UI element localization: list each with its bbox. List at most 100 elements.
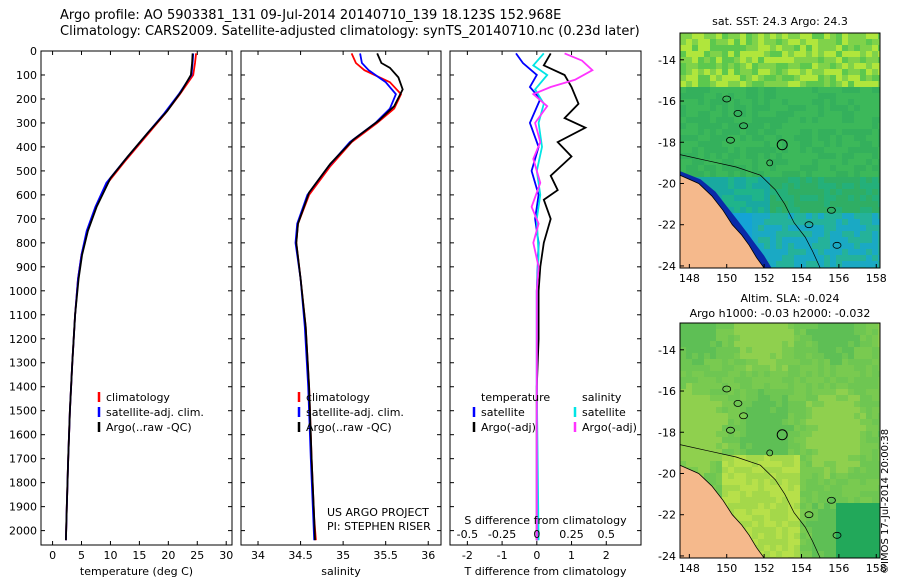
sst-map-frame xyxy=(679,32,881,269)
sla-map-profile-marker xyxy=(776,429,788,441)
sst-map-secondary-marker xyxy=(766,159,774,167)
series-line-temperature-argo-adj- xyxy=(535,52,588,541)
temp-legend-label: satellite xyxy=(481,406,525,419)
depth-tick-label: 400 xyxy=(16,141,37,154)
sla-map-xtick-label: 154 xyxy=(791,562,812,575)
title-line2: Climatology: CARS2009. Satellite-adjuste… xyxy=(60,24,640,39)
sst-map-ytick-label: -18 xyxy=(658,136,676,149)
sla-map-xtick-label: 150 xyxy=(716,562,737,575)
salinity-diff-tick-label: -0.5 xyxy=(457,528,478,541)
sla-map-secondary-marker xyxy=(766,449,774,457)
sla-map-frame xyxy=(679,322,881,559)
series-line-argo-raw-qc- xyxy=(295,53,404,541)
reef-outline xyxy=(726,426,735,434)
sla-map-xtick-label: 152 xyxy=(754,562,775,575)
reef-outline xyxy=(827,206,836,214)
reef-outline xyxy=(804,511,814,519)
difference-profile-xtick-label: 1 xyxy=(568,549,575,562)
sst-map-ytick-label: -14 xyxy=(658,54,676,67)
sst-map-xtick-label: 154 xyxy=(791,272,812,285)
temperature-profile-xtick-label: 15 xyxy=(132,549,146,562)
depth-tick-label: 1900 xyxy=(9,501,37,514)
reef-outline xyxy=(832,531,842,539)
salinity-profile-xtick-label: 34 xyxy=(251,549,265,562)
sla-map-xtick-label: 156 xyxy=(828,562,849,575)
sst-map-xtick-label: 150 xyxy=(716,272,737,285)
salinity-profile-xtick-label: 34.5 xyxy=(288,549,313,562)
temperature-profile-legend-label: Argo(..raw -QC) xyxy=(106,421,192,434)
salinity-profile-xtick-label: 35.5 xyxy=(373,549,398,562)
difference-profile-xlabel: T difference from climatology xyxy=(464,565,627,578)
pi-annotation: PI: STEPHEN RISER xyxy=(327,520,431,533)
sst-map-ytick-label: -16 xyxy=(658,95,676,108)
depth-tick-label: 700 xyxy=(16,213,37,226)
coastal-water-band xyxy=(680,171,772,268)
sst-map-profile-marker xyxy=(776,139,788,151)
reef-outline xyxy=(722,95,732,103)
series-line-argo-raw-qc- xyxy=(65,53,194,541)
reef-outline xyxy=(733,399,743,407)
sla-map-title-line1: Altim. SLA: -0.024 xyxy=(740,292,839,305)
depth-tick-label: 300 xyxy=(16,117,37,130)
sst-map-ytick-label: -20 xyxy=(658,177,676,190)
temp-legend-header: temperature xyxy=(481,391,550,404)
salinity-diff-tick-label: -0.25 xyxy=(488,528,516,541)
depth-tick-label: 1200 xyxy=(9,333,37,346)
salinity-profile-xlabel: salinity xyxy=(321,565,361,578)
salinity-profile-legend-label: satellite-adj. clim. xyxy=(306,406,404,419)
depth-tick-label: 800 xyxy=(16,237,37,250)
sla-map-ytick-label: -20 xyxy=(658,467,676,480)
salinity-profile-xtick-label: 35 xyxy=(336,549,350,562)
salinity-profile-frame xyxy=(240,50,442,546)
reef-outline xyxy=(733,109,743,117)
imos-credit: ©IMOS 17-Jul-2014 20:00:38 xyxy=(880,428,891,574)
title-line1: Argo profile: AO 5903381_131 09-Jul-2014… xyxy=(60,8,562,23)
reef-outline xyxy=(832,241,842,249)
reef-outline xyxy=(739,122,748,130)
depth-tick-label: 500 xyxy=(16,165,37,178)
difference-profile-xtick-label: 2 xyxy=(603,549,610,562)
temperature-profile-xlabel: temperature (deg C) xyxy=(80,565,193,578)
reef-outline xyxy=(726,136,735,144)
temperature-profile-xtick-label: 10 xyxy=(103,549,117,562)
depth-tick-label: 2000 xyxy=(9,525,37,538)
salinity-profile-legend-label: climatology xyxy=(306,391,370,404)
depth-tick-label: 1100 xyxy=(9,309,37,322)
sla-map-title-line2: Argo h1000: -0.03 h2000: -0.032 xyxy=(690,307,871,320)
difference-profile-xtick-label: -1 xyxy=(497,549,508,562)
depth-tick-label: 100 xyxy=(16,69,37,82)
sla-map-xtick-label: 148 xyxy=(679,562,700,575)
temperature-profile-frame xyxy=(40,50,233,546)
sal-legend-header: salinity xyxy=(582,391,622,404)
temp-legend-label: Argo(-adj) xyxy=(481,421,536,434)
sst-map-xtick-label: 156 xyxy=(828,272,849,285)
sst-map-isobath xyxy=(679,154,821,269)
depth-tick-label: 1600 xyxy=(9,429,37,442)
reef-outline xyxy=(827,496,836,504)
salinity-diff-tick-label: 0.25 xyxy=(559,528,584,541)
depth-tick-label: 1000 xyxy=(9,285,37,298)
reef-outline xyxy=(804,221,814,229)
sla-map-ytick-label: -16 xyxy=(658,385,676,398)
temperature-profile-xtick-label: 30 xyxy=(219,549,233,562)
sal-legend-label: satellite xyxy=(582,406,626,419)
salinity-profile-legend-label: Argo(..raw -QC) xyxy=(306,421,392,434)
sal-legend-label: Argo(-adj) xyxy=(582,421,637,434)
reef-outline xyxy=(739,412,748,420)
depth-tick-label: 1500 xyxy=(9,405,37,418)
difference-profile-frame xyxy=(449,50,642,546)
sst-map-title: sat. SST: 24.3 Argo: 24.3 xyxy=(712,15,848,28)
salinity-diff-tick-label: 0 xyxy=(533,528,540,541)
depth-tick-label: 1400 xyxy=(9,381,37,394)
temperature-profile-legend-label: climatology xyxy=(106,391,170,404)
depth-tick-label: 1800 xyxy=(9,477,37,490)
sst-map-ytick-label: -22 xyxy=(658,219,676,232)
sla-map-ytick-label: -24 xyxy=(658,550,676,563)
depth-tick-label: 0 xyxy=(30,45,37,58)
sla-map-ytick-label: -22 xyxy=(658,509,676,522)
depth-tick-label: 900 xyxy=(16,261,37,274)
salinity-diff-xlabel: S difference from climatology xyxy=(464,514,627,527)
sst-map-xtick-label: 152 xyxy=(754,272,775,285)
depth-tick-label: 200 xyxy=(16,93,37,106)
